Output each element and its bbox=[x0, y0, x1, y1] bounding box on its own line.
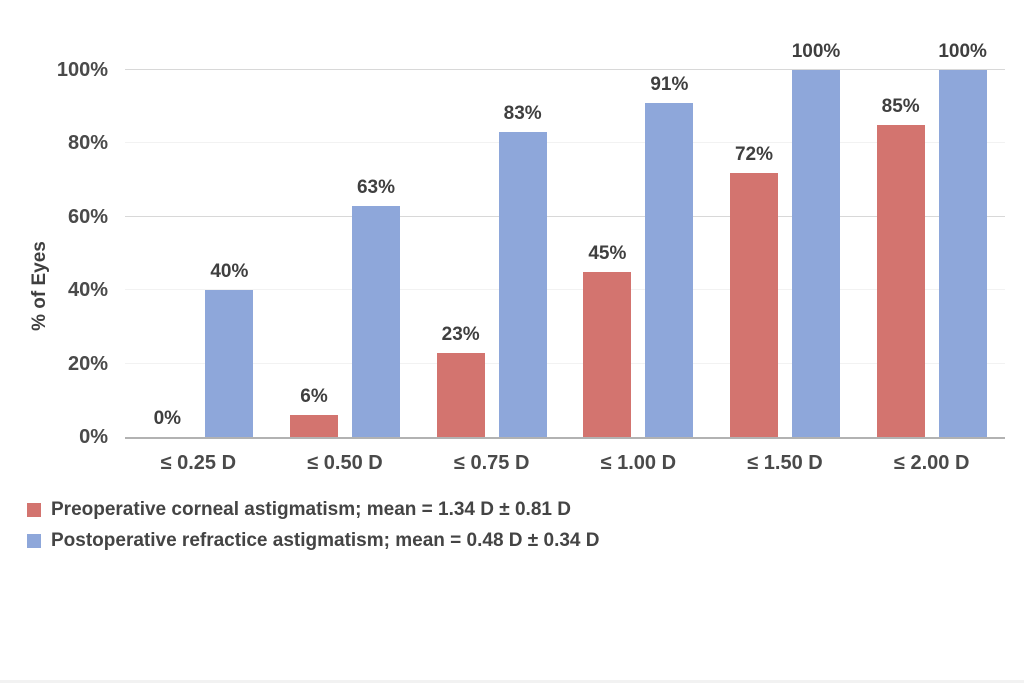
bar-value-label: 63% bbox=[356, 176, 396, 198]
gridline bbox=[125, 69, 1005, 70]
bar-value-label: 91% bbox=[650, 74, 689, 96]
gridline bbox=[125, 215, 1005, 217]
bar-preoperative bbox=[436, 352, 485, 437]
legend-item: Postoperative refractice astigmatism; me… bbox=[27, 530, 599, 552]
y-axis-tick-label: 100% bbox=[56, 59, 108, 81]
plot-area: 0% 40% 6% 63% 23% 83% 45% 91% 72% 100% 85% 100% bbox=[125, 41, 1005, 439]
legend-label: Preoperative corneal astigmatism; mean =… bbox=[51, 499, 571, 520]
y-axis-tick-label: 80% bbox=[67, 132, 108, 155]
legend-item: Preoperative corneal astigmatism; mean =… bbox=[27, 499, 599, 521]
bar-postoperative bbox=[792, 70, 840, 437]
bar-value-label: 45% bbox=[588, 242, 627, 264]
y-axis-tick-label: 20% bbox=[67, 352, 108, 375]
bar-postoperative bbox=[205, 290, 254, 437]
x-axis-category-label: ≤ 1.00 D bbox=[600, 452, 677, 474]
bar-value-label: 83% bbox=[503, 103, 542, 125]
bar-preoperative bbox=[730, 172, 778, 437]
gridline bbox=[125, 362, 1005, 364]
x-axis-category-label: ≤ 0.50 D bbox=[307, 452, 383, 474]
bar-value-label: 40% bbox=[210, 261, 249, 283]
legend-color-swatch-icon bbox=[27, 534, 41, 548]
x-axis-category-label: ≤ 0.25 D bbox=[160, 452, 237, 474]
x-axis-category-label: ≤ 0.75 D bbox=[453, 452, 530, 474]
bar-value-label: 23% bbox=[441, 323, 480, 345]
x-axis-category-label: ≤ 2.00 D bbox=[893, 452, 970, 474]
legend-label: Postoperative refractice astigmatism; me… bbox=[51, 530, 600, 551]
bar-value-label: 0% bbox=[153, 408, 182, 429]
bar-value-label: 85% bbox=[881, 96, 920, 118]
bar-preoperative bbox=[290, 414, 338, 437]
y-axis-tick-label: 40% bbox=[67, 279, 108, 302]
bottom-edge-divider bbox=[0, 680, 1024, 683]
x-axis-category-label: ≤ 1.50 D bbox=[747, 452, 823, 474]
bar-postoperative bbox=[938, 70, 987, 437]
y-axis-tick-label: 60% bbox=[67, 205, 108, 228]
bar-preoperative bbox=[583, 271, 632, 437]
gridline bbox=[125, 142, 1005, 144]
bar-preoperative bbox=[876, 125, 925, 437]
bar-postoperative bbox=[645, 103, 694, 437]
bar-value-label: 72% bbox=[734, 143, 774, 165]
bar-value-label: 6% bbox=[300, 385, 328, 407]
y-axis-tick-label: 0% bbox=[79, 426, 108, 448]
gridline bbox=[125, 289, 1005, 291]
bar-value-label: 100% bbox=[938, 41, 987, 62]
chart-legend: Preoperative corneal astigmatism; mean =… bbox=[27, 499, 599, 561]
bar-postoperative bbox=[498, 132, 547, 437]
bar-value-label: 100% bbox=[791, 41, 841, 62]
legend-color-swatch-icon bbox=[27, 503, 41, 517]
bar-postoperative bbox=[352, 205, 400, 437]
